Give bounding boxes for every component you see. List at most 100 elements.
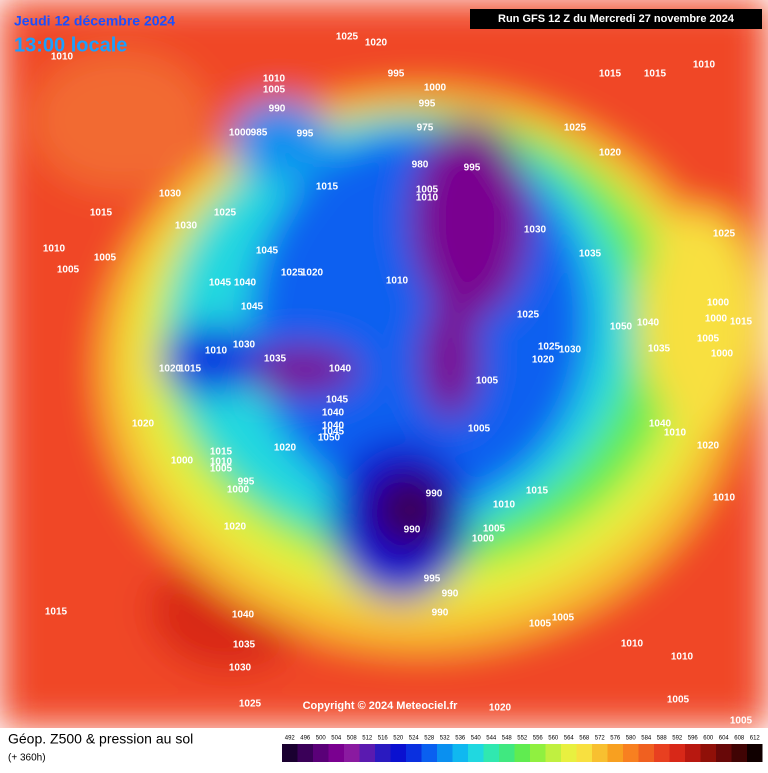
colorbar-swatch: [669, 744, 685, 762]
pressure-label: 995: [464, 163, 481, 174]
pressure-label: 1025: [336, 32, 359, 43]
pressure-label: 1035: [579, 249, 602, 260]
pressure-label: 1050: [610, 322, 633, 333]
colorbar-swatch: [375, 744, 391, 762]
colorbar-swatch: [282, 744, 298, 762]
pressure-label: 1035: [264, 354, 287, 365]
colorbar-swatch: [576, 744, 592, 762]
colorbar-swatch: [406, 744, 422, 762]
pressure-label: 1010: [386, 276, 409, 287]
colorbar-label: 536: [455, 736, 466, 742]
pressure-label: 1025: [564, 123, 587, 134]
colorbar-label: 592: [672, 736, 683, 742]
colorbar-swatch: [514, 744, 530, 762]
pressure-label: 1015: [599, 69, 622, 80]
pressure-label: 1010: [210, 457, 233, 468]
colorbar-swatch: [623, 744, 639, 762]
colorbar-swatch: [731, 744, 747, 762]
colorbar-label: 528: [424, 736, 435, 742]
pressure-label: 995: [419, 99, 436, 110]
colorbar-label: 560: [548, 736, 559, 742]
colorbar-label: 584: [641, 736, 652, 742]
copyright: Copyright © 2024 Meteociel.fr: [303, 700, 459, 712]
colorbar-label: 580: [626, 736, 637, 742]
pressure-label: 990: [404, 525, 421, 536]
pressure-label: 1040: [637, 318, 660, 329]
pressure-label: 1000: [229, 128, 252, 139]
run-info: Run GFS 12 Z du Mercredi 27 novembre 202…: [498, 13, 735, 25]
pressure-label: 1020: [532, 355, 555, 366]
pressure-label: 1045: [241, 302, 264, 313]
pressure-label: 1020: [224, 522, 247, 533]
colorbar-label: 556: [533, 736, 544, 742]
pressure-label: 1020: [159, 364, 182, 375]
pressure-label: 1030: [159, 189, 182, 200]
colorbar-label: 508: [347, 736, 358, 742]
pressure-label: 1025: [517, 310, 540, 321]
colorbar-label: 576: [610, 736, 621, 742]
colorbar-label: 588: [657, 736, 668, 742]
pressure-label: 1005: [416, 185, 439, 196]
forecast-date: Jeudi 12 décembre 2024: [14, 13, 175, 29]
colorbar-swatch: [452, 744, 468, 762]
pressure-label: 975: [417, 123, 434, 134]
pressure-label: 995: [424, 574, 441, 585]
pressure-label: 1010: [51, 52, 74, 63]
colorbar-swatch: [297, 744, 313, 762]
colorbar-label: 516: [378, 736, 389, 742]
pressure-label: 1020: [697, 441, 720, 452]
pressure-label: 1005: [57, 265, 80, 276]
pressure-label: 1015: [90, 208, 113, 219]
pressure-label: 1010: [713, 493, 736, 504]
pressure-label: 1010: [671, 652, 694, 663]
pressure-label: 1000: [424, 83, 447, 94]
pressure-label: 1025: [713, 229, 736, 240]
colorbar-swatch: [700, 744, 716, 762]
colorbar-label: 600: [703, 736, 714, 742]
pressure-label: 1025: [538, 342, 561, 353]
colorbar: 492 496 500 504 508 512 516 520 524 528 532 536 540 5…: [282, 736, 763, 762]
pressure-label: 1010: [693, 60, 716, 71]
pressure-label: 1020: [132, 419, 155, 430]
pressure-label: 1015: [179, 364, 202, 375]
colorbar-label: 544: [486, 736, 497, 742]
colorbar-swatch: [421, 744, 437, 762]
colorbar-label: 552: [517, 736, 528, 742]
pressure-label: 1020: [365, 38, 388, 49]
footer-title: Géop. Z500 & pression au sol: [8, 731, 193, 747]
colorbar-swatch: [592, 744, 608, 762]
pressure-label: 1040: [234, 278, 257, 289]
colorbar-label: 568: [579, 736, 590, 742]
pressure-label: 1010: [416, 193, 439, 204]
pressure-label: 1005: [263, 85, 286, 96]
pressure-label: 990: [432, 608, 449, 619]
colorbar-swatch: [638, 744, 654, 762]
pressure-label: 1025: [214, 208, 237, 219]
colorbar-swatch: [483, 744, 499, 762]
pressure-label: 1015: [45, 607, 68, 618]
pressure-label: 1015: [316, 182, 339, 193]
pressure-label: 1005: [94, 253, 117, 264]
pressure-label: 1000: [171, 456, 194, 467]
pressure-label: 1015: [730, 317, 753, 328]
pressure-label: 995: [388, 69, 405, 80]
pressure-label: 1040: [322, 408, 345, 419]
pressure-label: 1040: [329, 364, 352, 375]
colorbar-swatch: [328, 744, 344, 762]
pressure-label: 1030: [175, 221, 198, 232]
pressure-label: 1045: [209, 278, 232, 289]
pressure-label: 1005: [210, 464, 233, 475]
pressure-label: 1010: [263, 74, 286, 85]
colorbar-label: 608: [734, 736, 745, 742]
pressure-label: 1005: [483, 524, 506, 535]
colorbar-label: 524: [409, 736, 420, 742]
pressure-label: 1010: [493, 500, 516, 511]
pressure-label: 1010: [621, 639, 644, 650]
colorbar-label: 532: [440, 736, 451, 742]
pressure-label: 990: [269, 104, 286, 115]
pressure-label: 1000: [227, 485, 250, 496]
pressure-label: 1010: [664, 428, 687, 439]
colorbar-swatch: [468, 744, 484, 762]
pressure-label: 1045: [256, 246, 279, 257]
